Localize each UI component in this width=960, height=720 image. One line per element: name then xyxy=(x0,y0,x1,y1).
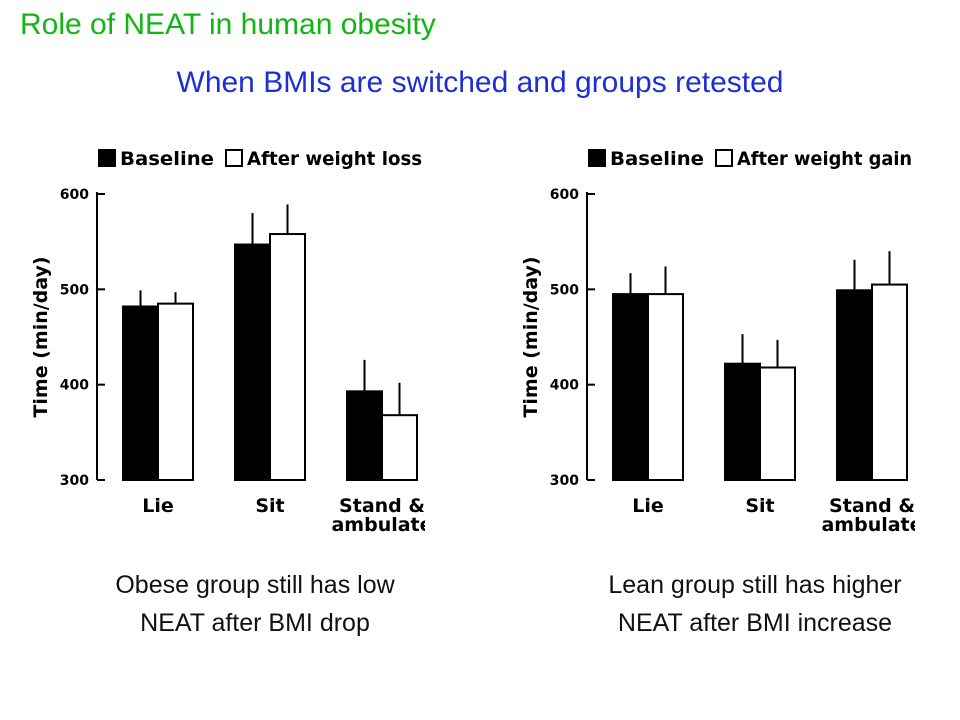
bar xyxy=(724,362,761,481)
legend-swatch xyxy=(225,149,243,167)
y-tick-label: 500 xyxy=(550,282,579,298)
legend-label: After weight loss xyxy=(247,148,422,170)
weight-loss-bar-chart: Baseline After weight loss 300 400 500 600 Tim… xyxy=(30,148,425,536)
caption-line: NEAT after BMI increase xyxy=(617,609,893,637)
x-category-label: Sit xyxy=(745,495,774,517)
caption-line: NEAT after BMI drop xyxy=(140,609,370,637)
bar xyxy=(346,390,383,481)
legend-label: After weight gain xyxy=(737,148,912,170)
x-category-label: Stand & xyxy=(339,495,425,517)
legend-swatch xyxy=(588,149,606,167)
y-axis-title: Time (min/day) xyxy=(30,256,52,417)
x-category-label: ambulate xyxy=(331,514,425,536)
bar xyxy=(836,289,873,481)
caption-lean-group: Lean group still has higher NEAT after B… xyxy=(545,566,960,642)
legend-label: Baseline xyxy=(120,148,214,170)
legend-swatch xyxy=(715,149,733,167)
slide-subtitle: When BMIs are switched and groups retest… xyxy=(176,66,784,99)
y-tick-label: 400 xyxy=(60,378,89,394)
bar xyxy=(871,283,908,481)
legend-label: Baseline xyxy=(610,148,704,170)
bar xyxy=(269,233,306,482)
y-tick-label: 600 xyxy=(550,187,579,203)
y-axis-title: Time (min/day) xyxy=(520,256,542,417)
y-tick-label: 500 xyxy=(60,282,89,298)
x-category-label: Sit xyxy=(255,495,284,517)
bar xyxy=(759,366,796,481)
x-category-label: Lie xyxy=(142,495,174,517)
chart-legend: Baseline After weight loss xyxy=(98,148,422,170)
y-tick-label: 600 xyxy=(60,187,89,203)
x-category-label: ambulate xyxy=(821,514,915,536)
chart-legend: Baseline After weight gain xyxy=(588,148,912,170)
x-category-label: Stand & xyxy=(829,495,915,517)
weight-gain-bar-chart: Baseline After weight gain 300 400 500 600 Tim… xyxy=(520,148,915,536)
y-tick-label: 400 xyxy=(550,378,579,394)
legend-swatch xyxy=(98,149,116,167)
y-tick-label: 300 xyxy=(550,473,579,489)
caption-obese-group: Obese group still has low NEAT after BMI… xyxy=(45,566,465,642)
y-tick-label: 300 xyxy=(60,473,89,489)
bar xyxy=(157,302,194,481)
bar xyxy=(647,293,684,481)
caption-line: Lean group still has higher xyxy=(608,571,902,599)
slide-title: Role of NEAT in human obesity xyxy=(20,8,436,41)
bar xyxy=(234,243,271,481)
x-category-label: Lie xyxy=(632,495,664,517)
caption-line: Obese group still has low xyxy=(115,571,395,599)
bar xyxy=(612,293,649,481)
bar xyxy=(122,305,159,481)
bar xyxy=(381,414,418,482)
